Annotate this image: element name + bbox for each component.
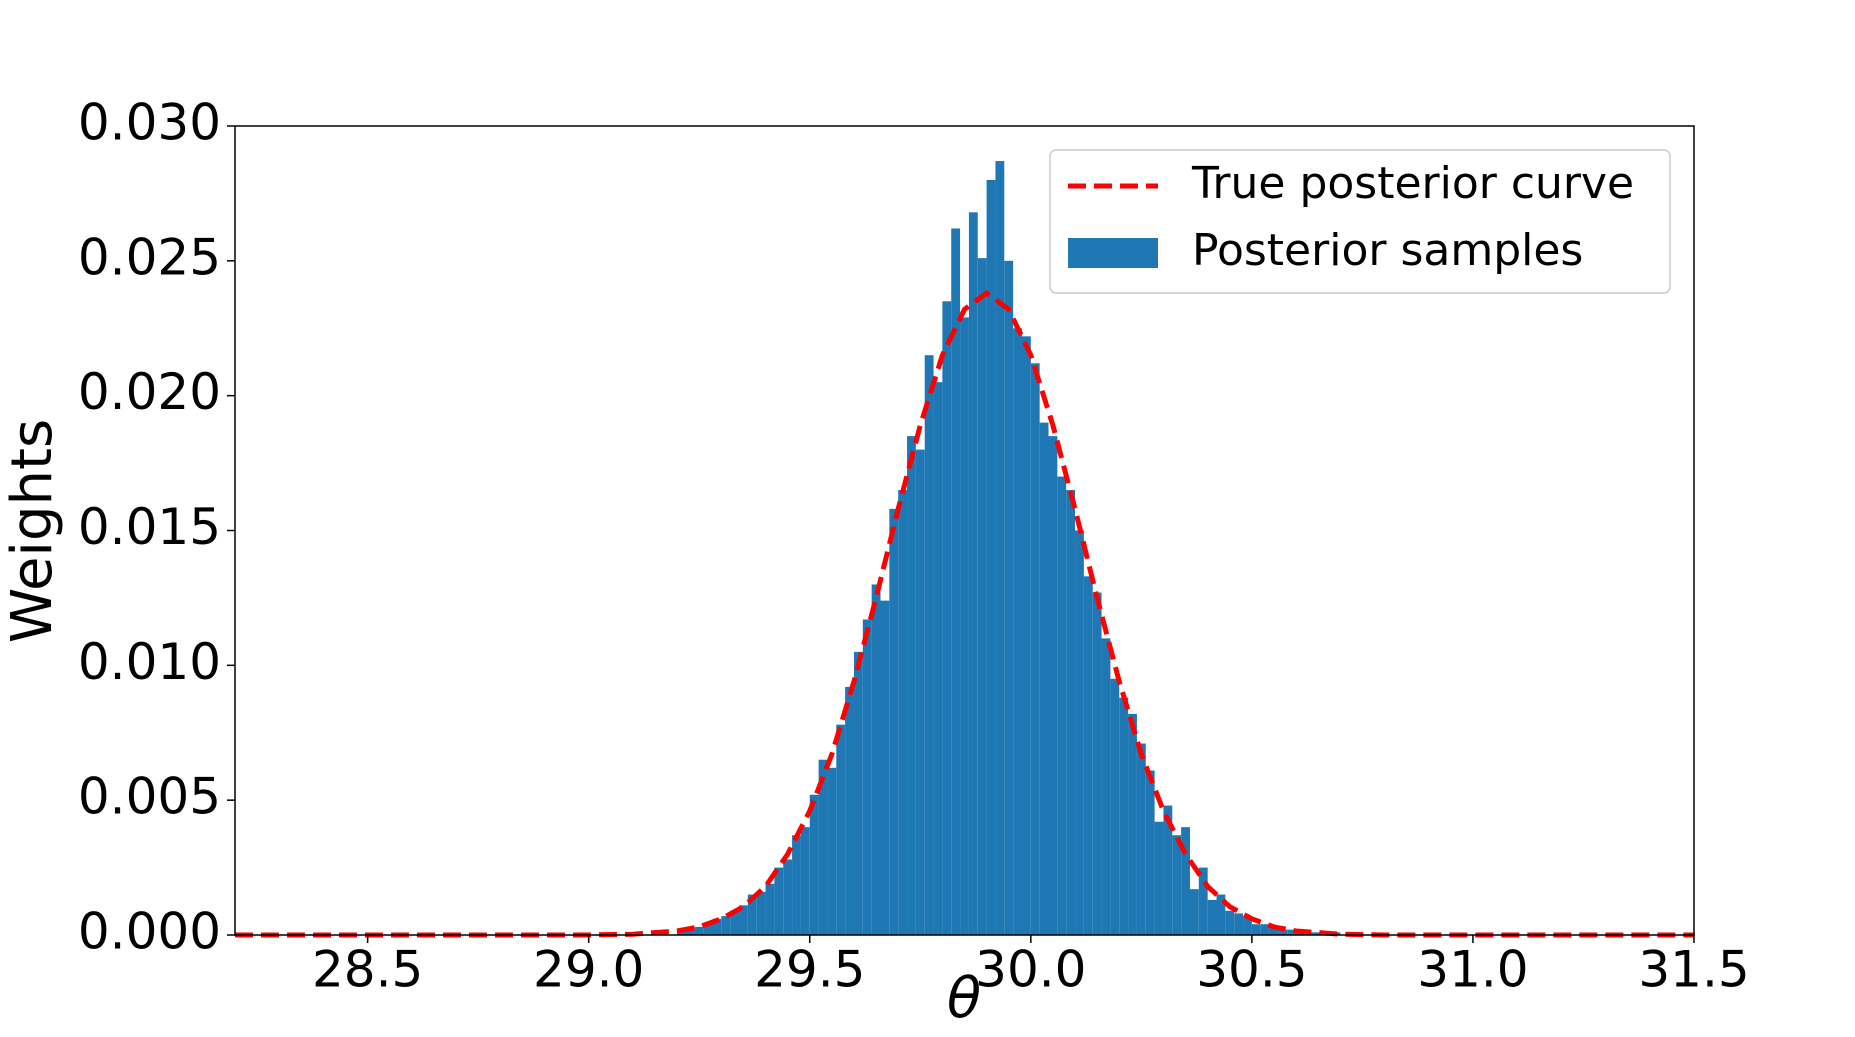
histogram-bar	[756, 891, 766, 935]
histogram-bar	[1092, 592, 1102, 935]
histogram-bar	[1181, 827, 1190, 935]
legend-label: True posterior curve	[1191, 158, 1634, 209]
histogram-bar	[1278, 929, 1288, 935]
histogram-bar	[995, 161, 1005, 936]
histogram-bar	[774, 867, 784, 935]
histogram-bar	[1110, 678, 1120, 935]
legend: True posterior curve Posterior samples	[1049, 149, 1671, 294]
histogram-bar	[1119, 697, 1129, 935]
histogram-bar	[818, 759, 828, 935]
x-tick-label: 29.5	[754, 941, 865, 999]
histogram-bar	[1225, 910, 1235, 935]
legend-label: Posterior samples	[1192, 225, 1583, 276]
histogram-bar	[1101, 638, 1111, 935]
x-tick-label: 31.0	[1417, 941, 1528, 999]
histogram-bar	[836, 724, 846, 935]
histogram-bar	[765, 883, 775, 935]
histogram-bar	[685, 929, 695, 935]
histogram-bar	[1013, 328, 1022, 935]
legend-box	[1049, 149, 1671, 294]
histogram-bar	[827, 767, 837, 935]
histogram-bar	[1234, 913, 1244, 935]
histogram-bar	[800, 827, 810, 935]
histogram-bar	[986, 179, 996, 935]
histogram-bar	[968, 212, 978, 935]
histogram-bar	[1048, 436, 1058, 935]
histogram-bar	[1198, 867, 1208, 935]
histogram-bar	[1287, 929, 1297, 935]
histogram-bar	[1066, 490, 1076, 935]
histogram-bar	[1039, 422, 1049, 936]
histogram-bar	[1243, 916, 1252, 935]
y-tick-label: 0.000	[78, 903, 221, 961]
histogram-bar	[862, 619, 872, 935]
x-tick-label: 31.5	[1638, 941, 1749, 999]
histogram-bar	[915, 449, 925, 935]
x-axis-label: θ	[947, 966, 981, 1031]
y-tick-label: 0.010	[78, 633, 221, 691]
histogram-bar	[1163, 805, 1173, 935]
histogram-bar	[933, 382, 943, 935]
histogram-bar	[1057, 476, 1067, 935]
histogram-bar	[960, 317, 969, 935]
y-tick-label: 0.030	[78, 94, 221, 152]
histogram-bar	[907, 436, 916, 935]
histogram-bar	[889, 508, 899, 935]
histogram-bar	[721, 916, 731, 935]
histogram-bar	[694, 926, 704, 935]
y-tick-label: 0.005	[78, 768, 221, 826]
histogram-bar	[1075, 530, 1084, 935]
histogram-bar	[871, 584, 881, 935]
histogram-bar	[845, 686, 854, 935]
histogram-bar	[1030, 363, 1040, 936]
x-tick-label: 30.5	[1196, 941, 1307, 999]
y-tick-label: 0.025	[78, 228, 221, 286]
histogram-bar	[853, 651, 863, 935]
histogram-bar	[951, 228, 961, 935]
histogram-bar	[1251, 924, 1261, 935]
histogram-bar	[1083, 576, 1093, 935]
legend-swatch	[1068, 238, 1158, 268]
histogram-bar	[739, 905, 748, 935]
histogram-bar	[1172, 835, 1182, 935]
histogram-bar	[809, 794, 819, 935]
histogram-bar	[1207, 899, 1217, 935]
histogram-bar	[924, 355, 934, 935]
histogram-bar	[880, 600, 890, 935]
histogram-bar	[1021, 336, 1031, 936]
histogram-bar	[703, 924, 713, 935]
y-axis-label: Weights	[0, 419, 65, 643]
histogram-bar	[1260, 924, 1270, 935]
histogram-bar	[1269, 926, 1279, 935]
histogram-bar	[712, 918, 722, 935]
histogram-bar	[1154, 821, 1164, 935]
histogram-bar	[730, 910, 740, 935]
x-tick-label: 30.0	[975, 941, 1086, 999]
y-tick-label: 0.015	[78, 498, 221, 556]
histogram-bar	[783, 859, 793, 935]
posterior-curve	[235, 290, 1694, 938]
histogram-bar	[747, 894, 757, 935]
y-tick-label: 0.020	[78, 363, 221, 421]
histogram-bar	[942, 301, 952, 935]
x-tick-label: 28.5	[312, 941, 423, 999]
x-tick-label: 29.0	[533, 941, 644, 999]
histogram-bar	[1004, 260, 1014, 935]
histogram-bar	[1145, 770, 1155, 935]
histogram-bar	[1136, 743, 1146, 935]
histogram-bar	[792, 835, 801, 935]
histogram-bar	[1313, 932, 1323, 935]
histogram-bar	[1128, 713, 1137, 935]
plot-area	[235, 161, 1694, 938]
histogram-bar	[1216, 894, 1226, 935]
histogram-bar	[1189, 889, 1199, 935]
histogram-bar	[977, 258, 987, 935]
histogram-bar	[898, 490, 908, 935]
